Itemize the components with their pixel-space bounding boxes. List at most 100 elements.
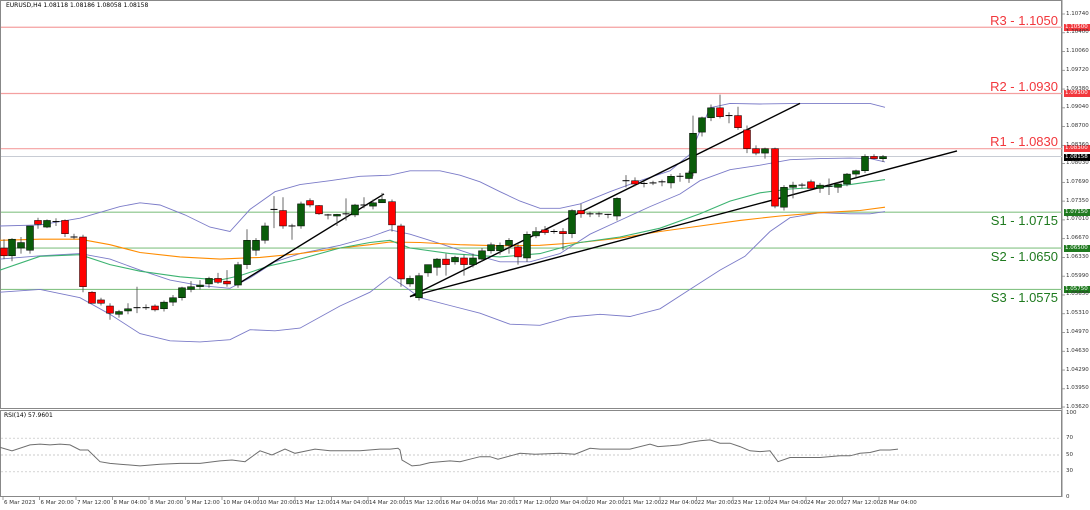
candle [169,294,177,307]
candle [270,196,278,229]
candle [707,104,715,122]
candle-body [689,132,697,174]
moving-average-slow [0,206,886,260]
candle-body [79,236,87,287]
candle [279,197,287,229]
candle [124,303,132,315]
candle [852,169,860,178]
support-resistance-lines [1,26,1062,291]
r3-price-tag: 1.10500 [1064,24,1090,31]
price-tick-label: 1.03620 [1066,403,1089,410]
candle [17,237,25,254]
candle [685,170,693,183]
time-tick-label: 22 Mar 20:00 [697,500,735,506]
trendline[interactable] [237,193,385,285]
time-tick-label: 24 Mar 04:00 [770,500,808,506]
candle [43,219,51,229]
candle [178,286,186,301]
r1-label: R1 - 1.0830 [990,134,1058,149]
candle-body [460,257,468,265]
candle [205,276,213,288]
candle [622,175,630,188]
price-axis-ticks [1062,13,1065,408]
candle-body [496,245,504,252]
candle-body [406,278,414,285]
candle-body [97,299,105,304]
candle [879,154,887,163]
candle-body [478,250,486,260]
candle [658,179,666,187]
candle-body [743,129,751,149]
bollinger-middle-band [0,157,886,289]
candle [243,229,251,270]
candle-body [261,225,269,241]
r2-label: R2 - 1.0930 [990,79,1058,94]
price-tick-label: 1.07010 [1066,216,1089,223]
candle-body [771,148,779,207]
candle [496,242,504,255]
candle [743,125,751,154]
candle-body [852,170,860,175]
s3-label: S3 - 1.0575 [990,290,1058,305]
candle [306,198,314,208]
candle [604,213,612,219]
candle [378,192,386,204]
candle-body [351,204,359,216]
candle [442,253,450,276]
time-tick-label: 9 Mar 12:00 [186,500,220,506]
candle-body [568,210,576,234]
candle-body [761,148,769,154]
candle [196,280,204,290]
candle [761,147,769,159]
candle-body [205,278,213,285]
candle [406,275,414,287]
price-tick-label: 1.10740 [1066,10,1089,17]
candle-body [843,173,851,185]
candle [0,239,8,260]
s1-label: S1 - 1.0715 [990,213,1058,228]
candle [613,197,621,221]
candle [26,225,34,254]
time-tick-label: 7 Mar 12:00 [77,500,111,506]
candle [433,257,441,276]
price-tick-label: 1.06670 [1066,235,1089,242]
rsi-series [0,439,899,467]
candle [351,203,359,218]
s2-price-tag: 1.06500 [1064,245,1090,252]
candle-body [88,291,96,304]
price-tick-label: 1.05310 [1066,310,1089,317]
r1-price-tag: 1.08300 [1064,145,1090,152]
candle [214,272,222,284]
symbol-title: EURUSD,H4 1.08118 1.08186 1.08058 1.0815… [6,2,149,9]
candle-body [187,286,195,290]
candle [187,281,195,293]
candle [725,112,733,124]
trendline[interactable] [409,150,958,298]
candle [870,154,878,159]
time-tick-label: 10 Mar 04:00 [223,500,260,506]
candle [160,300,168,312]
candle [252,238,260,256]
rsi-tick-label: 70 [1066,434,1073,441]
rsi-tick-label: 50 [1066,451,1073,458]
candle [798,182,806,189]
time-tick-label: 28 Mar 04:00 [880,500,917,506]
candle-body [541,229,549,233]
candle-body [469,257,477,265]
candle-body [8,238,16,257]
candle [151,304,159,312]
candle-body [870,156,878,159]
candle [771,147,779,209]
time-tick-label: 22 Mar 04:00 [661,500,698,506]
candle-body [834,183,842,188]
time-tick-label: 13 Mar 12:00 [296,500,333,506]
candle [460,254,468,276]
candle-body [780,187,788,208]
price-tick-label: 1.09040 [1066,104,1089,111]
price-tick-label: 1.04630 [1066,347,1089,354]
candle-body [178,287,186,298]
candle-body [613,198,621,217]
s1-price-tag: 1.07150 [1064,209,1090,216]
candle-body [514,246,522,258]
